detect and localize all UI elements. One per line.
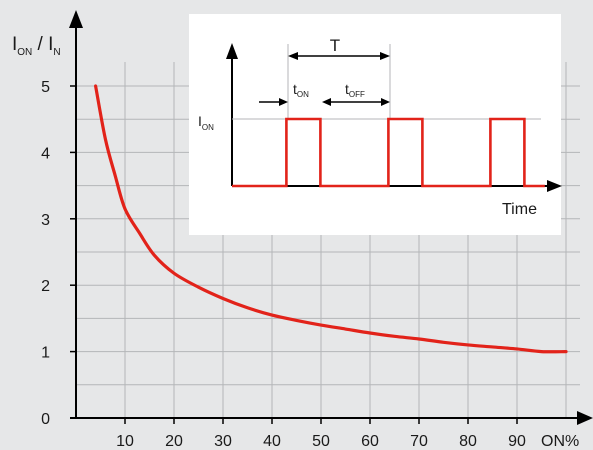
inset-x-axis-label: Time xyxy=(502,201,537,218)
y-axis-arrow xyxy=(69,10,83,28)
y-tick-label: 3 xyxy=(41,212,50,229)
y-tick-label: 2 xyxy=(41,278,50,295)
inset-pulse-series xyxy=(232,117,545,188)
series-line-on-current-ratio xyxy=(94,84,568,354)
y-tick-label: 5 xyxy=(41,79,50,96)
inset-on-arrowhead xyxy=(279,98,288,106)
y-tick-label: 4 xyxy=(41,145,50,162)
inset-x-axis-arrow xyxy=(547,180,562,192)
x-axis-arrow xyxy=(577,411,593,425)
y-axis-label-i-on: I xyxy=(12,34,17,55)
y-tick-label: 1 xyxy=(41,345,50,362)
y-tick-label: 0 xyxy=(41,411,50,428)
x-tick-label: 40 xyxy=(263,433,281,450)
x-tick-label: 20 xyxy=(165,433,183,450)
inset-off-arrowhead-left xyxy=(322,98,331,106)
x-tick-label: 70 xyxy=(410,433,428,450)
x-tick-label: 60 xyxy=(361,433,379,450)
x-tick-label: 10 xyxy=(116,433,134,450)
x-tick-label: 80 xyxy=(459,433,477,450)
x-tick-label: 30 xyxy=(214,433,232,450)
inset-off-arrowhead-right xyxy=(381,98,390,106)
inset-period-arrowhead-right xyxy=(380,52,390,60)
inset-y-axis-arrow xyxy=(226,43,238,59)
y-axis-label: ION / IN xyxy=(12,34,61,58)
inset-period-label: T xyxy=(330,36,340,55)
inset-panel xyxy=(189,14,561,235)
inset-period-arrowhead-left xyxy=(288,52,298,60)
x-tick-label: 90 xyxy=(508,433,526,450)
main-chart-ticks: 10 20 30 40 50 60 70 80 90 0 1 2 3 4 5 xyxy=(41,79,526,450)
x-tick-label: 50 xyxy=(312,433,330,450)
x-axis-label: ON% xyxy=(541,433,579,450)
